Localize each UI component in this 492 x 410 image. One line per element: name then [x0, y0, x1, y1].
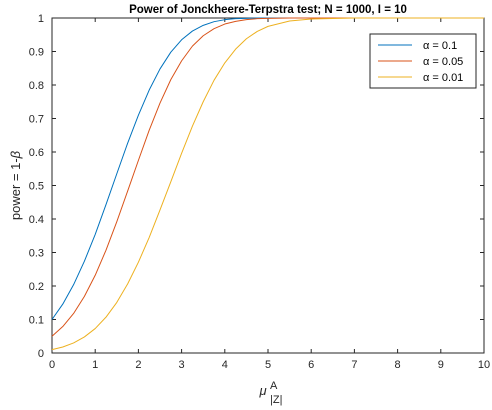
y-axis: 0 0.1 0.2 0.3 0.4 0.5 0.6 0.7 0.8 0.9 1 — [29, 13, 484, 360]
y-tick-label: 0.7 — [29, 114, 44, 126]
y-tick-label: 0.1 — [29, 315, 44, 327]
legend-label-1: α = 0.1 — [423, 40, 457, 52]
x-tick-label: 5 — [265, 359, 271, 371]
x-tick-label: 9 — [438, 359, 444, 371]
y-tick-label: 0.6 — [29, 147, 44, 159]
x-tick-label: 10 — [478, 359, 490, 371]
x-tick-label: 3 — [179, 359, 185, 371]
y-axis-label-text: power = 1- — [8, 158, 23, 220]
y-tick-label: 0 — [38, 348, 44, 360]
x-axis: 0 1 2 3 4 5 6 7 8 9 10 — [49, 18, 490, 371]
x-tick-label: 0 — [49, 359, 55, 371]
x-tick-label: 4 — [222, 359, 228, 371]
x-tick-label: 7 — [351, 359, 357, 371]
x-tick-label: 8 — [395, 359, 401, 371]
legend: α = 0.1 α = 0.05 α = 0.01 — [369, 33, 477, 89]
y-tick-label: 0.3 — [29, 248, 44, 260]
series-line-2 — [51, 17, 484, 337]
y-tick-label: 0.9 — [29, 47, 44, 59]
chart-title: Power of Jonckheere-Terpstra test; N = 1… — [129, 4, 407, 16]
y-tick-label: 0.5 — [29, 181, 44, 193]
x-axis-label-subscript: |Z| — [270, 394, 282, 406]
series-lines — [51, 17, 484, 351]
y-tick-label: 0.8 — [29, 80, 44, 92]
x-axis-label-mu: μ — [258, 383, 266, 398]
y-tick-label: 0.2 — [29, 281, 44, 293]
legend-label-3: α = 0.01 — [423, 72, 463, 84]
x-tick-label: 1 — [92, 359, 98, 371]
y-tick-label: 0.4 — [29, 214, 44, 226]
x-tick-label: 2 — [135, 359, 141, 371]
x-axis-label-superscript: A — [270, 380, 278, 392]
y-axis-label: power = 1-β — [8, 150, 23, 220]
x-axis-label: μ — [258, 383, 266, 398]
legend-label-2: α = 0.05 — [423, 56, 463, 68]
x-tick-label: 6 — [308, 359, 314, 371]
y-axis-label-beta: β — [8, 150, 23, 159]
y-tick-label: 1 — [38, 13, 44, 25]
series-line-3 — [51, 17, 484, 351]
